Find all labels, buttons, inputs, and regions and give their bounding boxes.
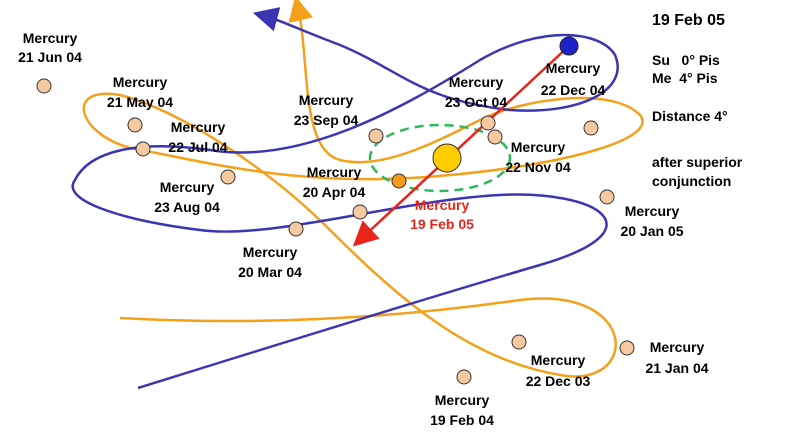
info-note: after superior <box>652 154 743 170</box>
label: 23 Sep 04 <box>294 112 359 128</box>
label: 23 Aug 04 <box>154 199 220 215</box>
label: Mercury <box>243 244 298 260</box>
label: Mercury <box>113 74 168 90</box>
marker <box>599 189 615 205</box>
labels: Mercury 21 Jun 04 Mercury 21 May 04 Merc… <box>18 30 709 428</box>
label: Mercury <box>625 203 680 219</box>
label: Mercury <box>546 60 601 76</box>
marker <box>456 369 472 385</box>
info-mercury: Me 4° Pis <box>652 70 718 86</box>
label: Mercury <box>23 30 78 46</box>
label: Mercury <box>307 164 362 180</box>
marker <box>511 334 527 350</box>
label: Mercury <box>511 139 566 155</box>
marker <box>619 340 635 356</box>
orbit <box>368 123 512 193</box>
mercury-now <box>391 173 407 189</box>
label: Mercury <box>650 339 705 355</box>
label: 19 Feb 04 <box>430 412 494 428</box>
label: 22 Nov 04 <box>505 159 571 175</box>
label: Mercury <box>299 92 354 108</box>
marker <box>583 120 599 136</box>
label: 21 Jan 04 <box>645 360 708 376</box>
info-distance: Distance 4° <box>652 108 728 124</box>
marker <box>135 141 151 157</box>
label: 22 Dec 03 <box>526 373 591 389</box>
marker <box>487 129 503 145</box>
label: 23 Oct 04 <box>445 94 507 110</box>
marker <box>36 78 52 94</box>
info-date: 19 Feb 05 <box>652 12 725 29</box>
info-sun: Su 0° Pis <box>652 52 720 68</box>
marker <box>288 221 304 237</box>
label: 20 Jan 05 <box>620 223 683 239</box>
label: Mercury <box>160 179 215 195</box>
markers <box>36 78 635 385</box>
marker <box>220 169 236 185</box>
label: Mercury <box>415 197 470 213</box>
label: 20 Apr 04 <box>303 184 366 200</box>
blue-path <box>71 7 619 390</box>
sightline <box>352 45 570 247</box>
label: 20 Mar 04 <box>238 264 302 280</box>
label: Mercury <box>171 119 226 135</box>
paths <box>71 0 644 390</box>
marker <box>352 204 368 220</box>
info-note: conjunction <box>652 173 731 189</box>
marker <box>480 115 496 131</box>
label: Mercury <box>531 352 586 368</box>
label: Mercury <box>435 392 490 408</box>
label: Mercury <box>449 74 504 90</box>
marker <box>368 128 384 144</box>
label: 21 Jun 04 <box>18 49 82 65</box>
marker <box>127 117 143 133</box>
label: 21 May 04 <box>107 94 173 110</box>
label: 19 Feb 05 <box>410 216 474 232</box>
orange-path <box>82 0 644 378</box>
sun <box>432 143 462 173</box>
earth <box>559 36 579 56</box>
label: 22 Dec 04 <box>541 82 606 98</box>
info-panel: 19 Feb 05 Su 0° Pis Me 4° Pis Distance 4… <box>652 12 743 189</box>
label: 22 Jul 04 <box>168 139 227 155</box>
